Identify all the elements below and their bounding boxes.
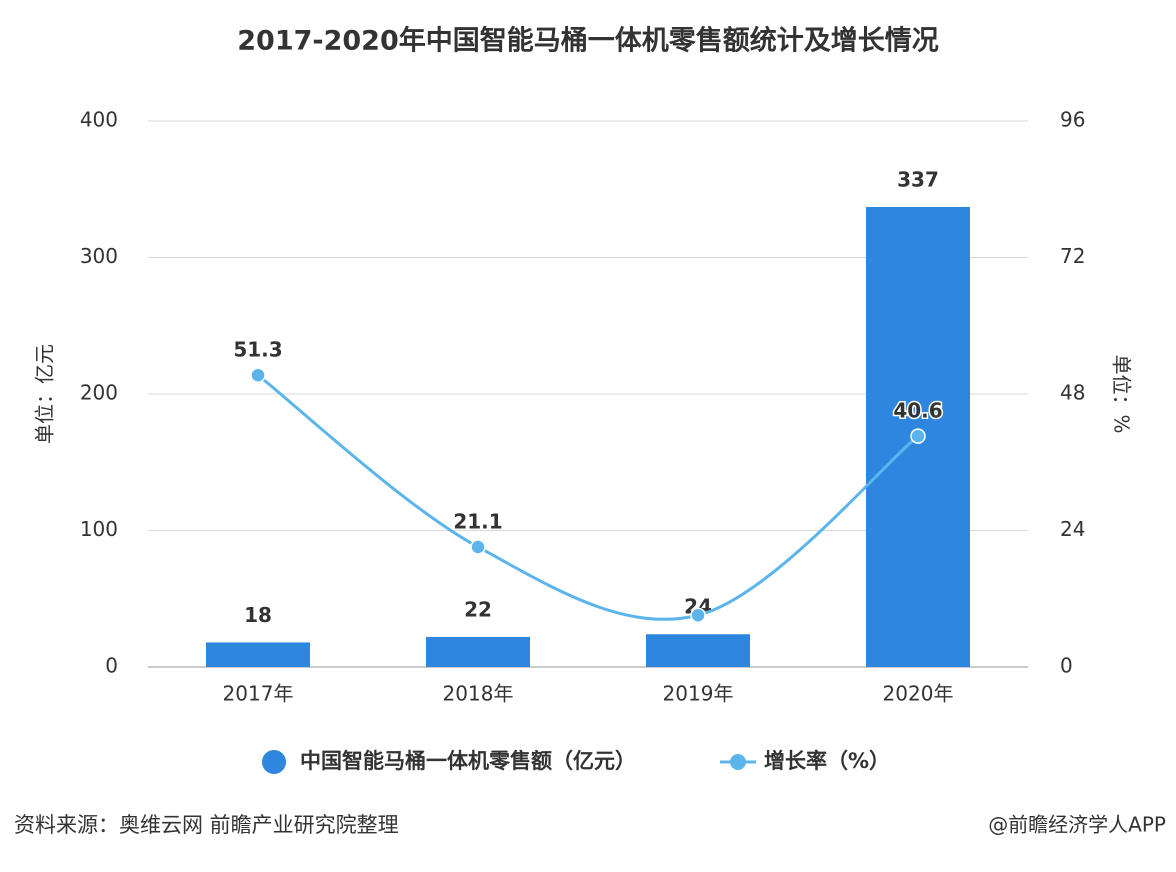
y2-tick-label: 0 <box>1060 654 1073 678</box>
y2-tick-label: 72 <box>1060 244 1085 268</box>
x-tick-label: 2019年 <box>663 682 734 706</box>
line-value-label: 51.3 <box>233 338 282 362</box>
source: 资料来源：奥维云网 前瞻产业研究院整理 <box>14 813 399 837</box>
legend-label: 中国智能马桶一体机零售额（亿元） <box>300 749 636 773</box>
line-point <box>250 367 266 383</box>
legend-swatch <box>262 750 286 774</box>
line-value-label: 21.1 <box>453 509 502 533</box>
y-tick-label: 100 <box>80 517 118 541</box>
bar <box>426 636 530 667</box>
bar <box>646 634 750 667</box>
legend-label: 增长率（%） <box>764 749 890 773</box>
credit: @前瞻经济学人APP <box>988 813 1166 837</box>
line-point <box>690 607 706 623</box>
bar-value-label: 337 <box>897 167 939 191</box>
bar-value-label: 18 <box>244 603 272 627</box>
y2-tick-label: 96 <box>1060 108 1085 132</box>
legend-swatch <box>730 754 746 770</box>
y-axis-label: 单位：亿元 <box>33 344 57 444</box>
y2-tick-label: 24 <box>1060 517 1085 541</box>
x-tick-label: 2018年 <box>443 682 514 706</box>
x-tick-label: 2020年 <box>883 682 954 706</box>
y-tick-label: 0 <box>105 654 118 678</box>
x-tick-label: 2017年 <box>223 682 294 706</box>
y-tick-label: 400 <box>80 108 118 132</box>
line-value-label: 40.6 <box>893 399 942 423</box>
y-tick-label: 300 <box>80 244 118 268</box>
bar-value-label: 22 <box>464 597 492 621</box>
line-point <box>470 539 486 555</box>
line-point <box>910 428 926 444</box>
line <box>257 374 919 621</box>
y2-axis-label: 单位：% <box>1110 354 1134 433</box>
chart-title: 2017-2020年中国智能马桶一体机零售额统计及增长情况 <box>237 25 939 57</box>
y2-tick-label: 48 <box>1060 381 1085 405</box>
y-tick-label: 200 <box>80 381 118 405</box>
bar <box>206 642 310 667</box>
